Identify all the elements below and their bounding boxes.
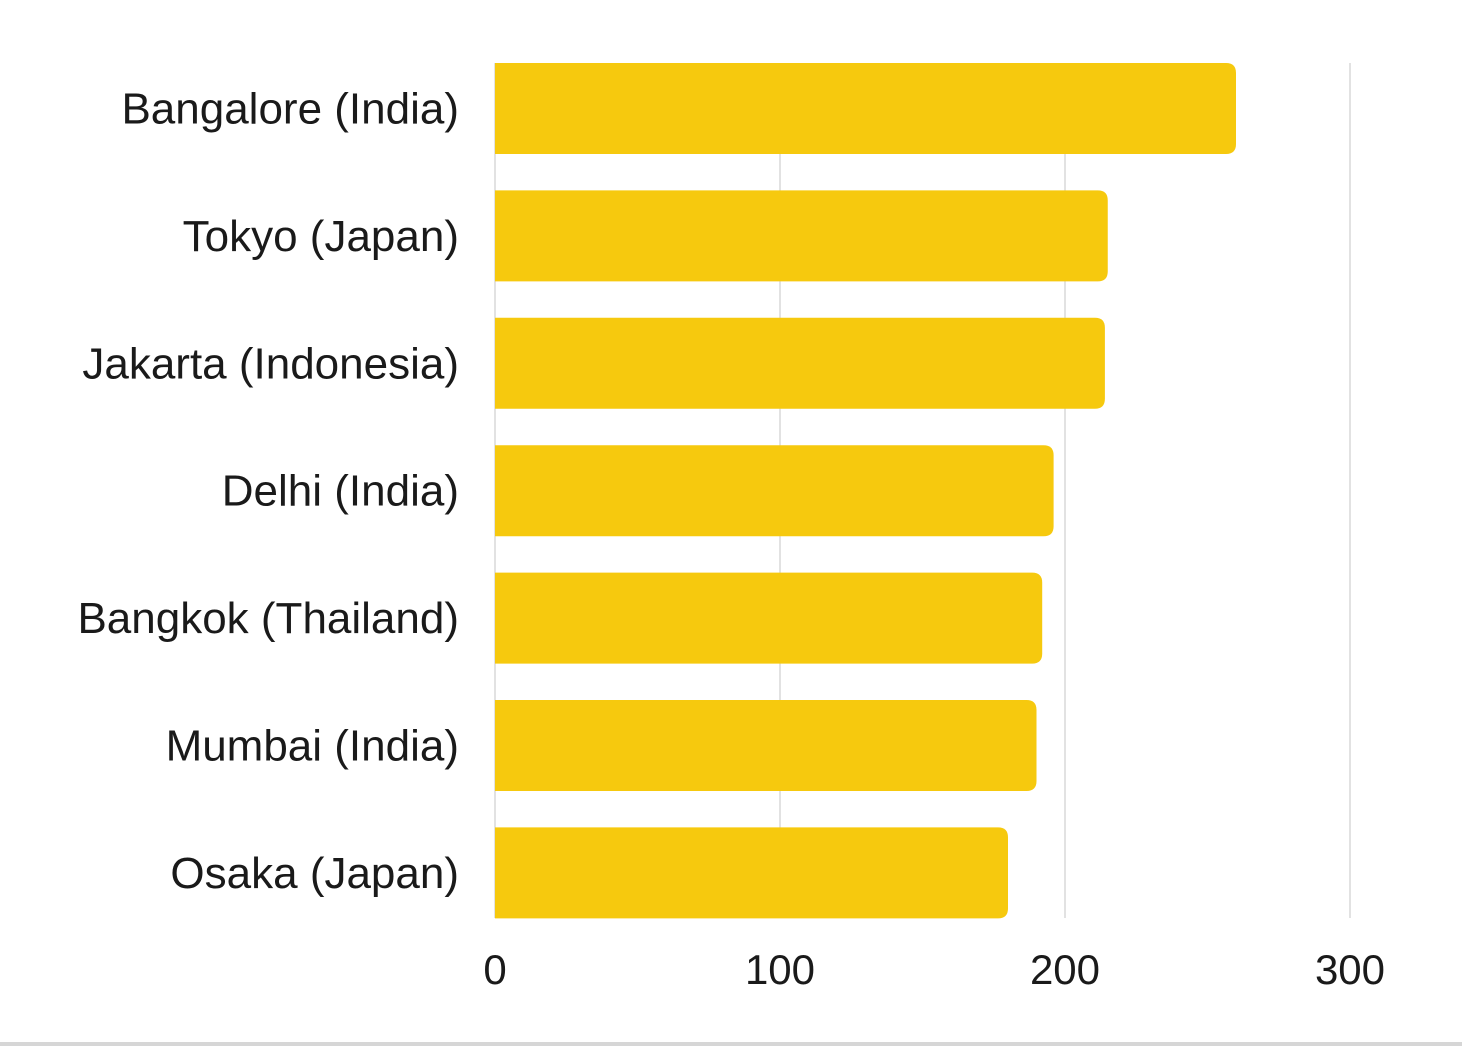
bar-rect-5: [495, 700, 1037, 791]
bar-6: [495, 827, 1008, 919]
category-label-4: Bangkok (Thailand): [77, 594, 459, 643]
bar-rect-1: [495, 190, 1108, 282]
bar-rect-3: [495, 445, 1054, 537]
bottom-divider: [0, 1042, 1462, 1046]
x-axis-tick-labels: 0 100 200 300: [483, 946, 1385, 993]
category-label-3: Delhi (India): [222, 467, 459, 516]
x-tick-label-200: 200: [1030, 946, 1100, 993]
category-label-1: Tokyo (Japan): [183, 212, 459, 261]
x-tick-label-0: 0: [483, 946, 506, 993]
category-label-5: Mumbai (India): [166, 722, 459, 771]
bars: [495, 63, 1236, 919]
bar-5: [495, 700, 1037, 791]
x-tick-label-300: 300: [1315, 946, 1385, 993]
bar-0: [495, 63, 1236, 154]
x-tick-label-100: 100: [745, 946, 815, 993]
bar-4: [495, 572, 1043, 664]
bar-rect-4: [495, 572, 1043, 664]
bar-2: [495, 317, 1105, 409]
bar-rect-2: [495, 317, 1105, 409]
bar-rect-0: [495, 63, 1236, 154]
category-label-0: Bangalore (India): [121, 85, 459, 134]
category-label-2: Jakarta (Indonesia): [82, 339, 459, 388]
category-labels: Bangalore (India) Tokyo (Japan) Jakarta (I…: [77, 85, 459, 898]
category-label-6: Osaka (Japan): [170, 849, 459, 898]
bar-rect-6: [495, 827, 1008, 919]
bar-3: [495, 445, 1054, 537]
bar-1: [495, 190, 1108, 282]
